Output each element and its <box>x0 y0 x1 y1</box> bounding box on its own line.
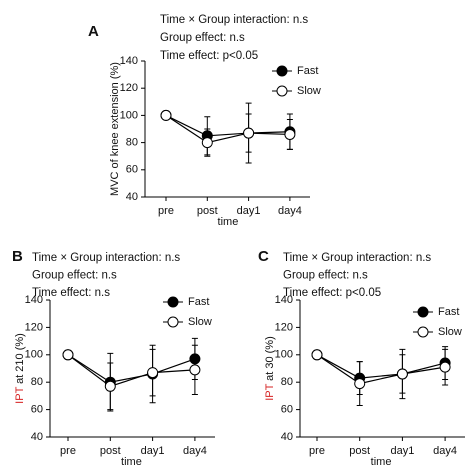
data-point <box>160 109 172 121</box>
legend-marker <box>417 326 429 338</box>
annotation: Group effect: n.s <box>32 270 117 282</box>
y-tick-label: 40 <box>31 431 43 443</box>
y-tick-label: 80 <box>126 137 138 149</box>
x-tick-label: day4 <box>278 205 302 217</box>
data-point <box>189 353 201 365</box>
panel-label: C <box>258 248 269 265</box>
legend-label: Fast <box>438 306 459 318</box>
x-tick-label: post <box>197 205 218 217</box>
annotation: Time × Group interaction: n.s <box>160 14 308 26</box>
x-tick-label: day4 <box>433 445 457 457</box>
x-tick-label: day1 <box>141 445 165 457</box>
y-label-highlight: IPT <box>14 386 26 403</box>
y-tick-label: 40 <box>281 431 293 443</box>
annotation: Group effect: n.s <box>160 32 245 44</box>
annotation: Time × Group interaction: n.s <box>283 252 431 264</box>
data-point <box>201 137 213 149</box>
data-point <box>311 349 323 361</box>
y-tick-label: 100 <box>120 109 138 121</box>
legend-label: Slow <box>438 326 462 338</box>
legend-label: Slow <box>188 316 212 328</box>
y-tick-label: 80 <box>281 376 293 388</box>
annotation: Time effect: p<0.05 <box>283 287 381 299</box>
annotation: Time effect: p<0.05 <box>160 50 258 62</box>
y-tick-label: 40 <box>126 191 138 203</box>
legend-label: Slow <box>297 85 321 97</box>
data-point <box>284 128 296 140</box>
x-tick-label: day4 <box>183 445 207 457</box>
series-line <box>67 354 196 383</box>
y-tick-label: 120 <box>275 321 293 333</box>
data-point <box>396 368 408 380</box>
legend-label: Fast <box>188 296 209 308</box>
series-line <box>67 354 195 387</box>
legend-marker <box>417 306 429 318</box>
series-line <box>316 354 446 385</box>
series-line <box>165 114 290 144</box>
x-tick-label: post <box>349 445 370 457</box>
y-axis-label: IPT at 210 (%) <box>14 333 26 404</box>
annotation: Time × Group interaction: n.s <box>32 252 180 264</box>
y-tick-label: 140 <box>120 55 138 67</box>
x-tick-label: day1 <box>237 205 261 217</box>
y-tick-label: 60 <box>281 404 293 416</box>
annotation: Group effect: n.s <box>283 270 368 282</box>
x-axis-label: time <box>121 456 142 468</box>
y-axis-label: MVC of knee extension (%) <box>109 62 121 196</box>
x-tick-label: pre <box>158 205 174 217</box>
y-tick-label: 140 <box>25 294 43 306</box>
x-axis-label: time <box>371 456 392 468</box>
x-tick-label: pre <box>309 445 325 457</box>
y-label-text: at 30 (%) <box>264 336 276 381</box>
x-tick-label: pre <box>60 445 76 457</box>
legend-marker <box>276 85 288 97</box>
y-tick-label: 60 <box>31 404 43 416</box>
y-tick-label: 80 <box>31 376 43 388</box>
series-line <box>316 354 446 379</box>
x-tick-label: post <box>100 445 121 457</box>
y-tick-label: 60 <box>126 164 138 176</box>
data-point <box>439 361 451 373</box>
legend-marker <box>167 316 179 328</box>
data-point <box>189 364 201 376</box>
y-axis-label: IPT at 30 (%) <box>264 336 276 401</box>
legend-marker <box>276 65 288 77</box>
x-axis-label: time <box>218 216 239 228</box>
y-tick-label: 120 <box>25 321 43 333</box>
y-tick-label: 120 <box>120 82 138 94</box>
legend-label: Fast <box>297 65 318 77</box>
y-label-text: at 210 (%) <box>14 333 26 384</box>
data-point <box>147 367 159 379</box>
y-tick-label: 100 <box>275 349 293 361</box>
y-label-highlight: IPT <box>264 383 276 400</box>
panel-label: A <box>88 23 99 40</box>
y-tick-label: 140 <box>275 294 293 306</box>
x-tick-label: day1 <box>390 445 414 457</box>
data-point <box>354 378 366 390</box>
data-point <box>104 380 116 392</box>
data-point <box>243 127 255 139</box>
legend-marker <box>167 296 179 308</box>
series-line <box>165 114 290 137</box>
y-tick-label: 100 <box>25 349 43 361</box>
panel-label: B <box>12 248 23 265</box>
data-point <box>62 349 74 361</box>
annotation: Time effect: n.s <box>32 287 110 299</box>
